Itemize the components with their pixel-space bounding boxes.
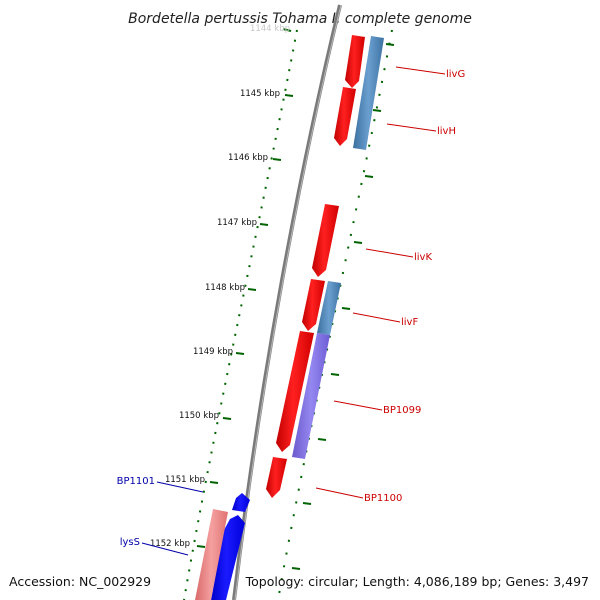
genome-backbone-highlight (234, 4, 342, 600)
inner-dotted-ring (183, 29, 298, 600)
gene-label-lysS: lysS (120, 537, 140, 548)
cds-BP1100-arrow (266, 457, 287, 498)
tick-label: 1146 kbp (228, 153, 268, 163)
tick-label: 1149 kbp (193, 347, 233, 357)
tick-marks (196, 28, 395, 570)
tick-label: 1152 kbp (150, 539, 190, 549)
cds-BP1099-arrow (276, 331, 314, 452)
map-title: Bordetella pertussis Tohama I, complete … (128, 11, 472, 27)
cds-livG-arrow (345, 35, 365, 88)
cds-BP1101-arrow (232, 493, 250, 512)
tick-label: 1145 kbp (240, 89, 280, 99)
feature-livG-livH-track (353, 36, 384, 150)
gene-label-livK: livK (414, 252, 432, 263)
outer-dotted-ring (277, 29, 393, 600)
tick-labels: 1144 kbp 1145 kbp 1146 kbp 1147 kbp 1148… (150, 24, 290, 549)
label-leaders (141, 66, 446, 556)
gene-labels: livG livH livK livF BP1099 BP1100 BP1101… (117, 69, 466, 548)
feature-livF-track (317, 281, 341, 335)
cds-lysS-arrow (211, 515, 245, 600)
gene-label-livF: livF (401, 317, 418, 328)
gene-label-livG: livG (446, 69, 465, 80)
cds-livH-arrow (334, 87, 356, 146)
cds-livK-arrow (312, 204, 339, 277)
tick-label: 1147 kbp (217, 218, 257, 228)
tick-label: 1150 kbp (179, 411, 219, 421)
accession-text: Accession: NC_002929 (9, 574, 151, 589)
gene-label-BP1100: BP1100 (364, 493, 402, 504)
tick-label: 1144 kbp (250, 24, 290, 34)
cds-livF-arrow (302, 279, 325, 331)
tick-label: 1148 kbp (205, 283, 245, 293)
feature-lysS-track (195, 509, 228, 600)
gene-label-livH: livH (437, 126, 456, 137)
gene-label-BP1101: BP1101 (117, 476, 155, 487)
gene-label-BP1099: BP1099 (383, 405, 421, 416)
feature-BP1099-track (292, 333, 330, 459)
genome-summary-text: Topology: circular; Length: 4,086,189 bp… (245, 574, 589, 589)
tick-label: 1151 kbp (165, 475, 205, 485)
